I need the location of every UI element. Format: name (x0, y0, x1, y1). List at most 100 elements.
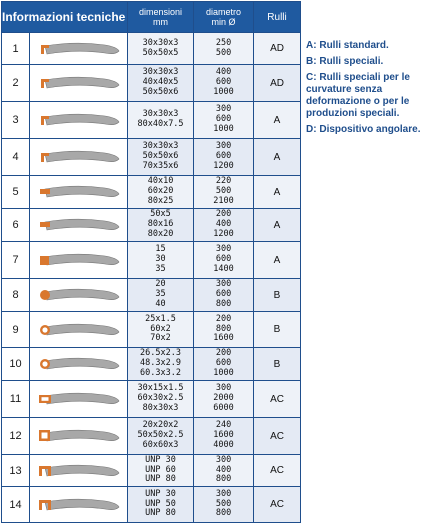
legend-item-b: B: Rulli speciali. (306, 56, 426, 68)
profile-image (28, 417, 129, 455)
header-rulli: Rulli (253, 1, 302, 33)
dimension-value: 26.5x2.3 (140, 348, 181, 359)
diameter-cell: 220 500 2100 (193, 175, 255, 209)
profile-image (28, 175, 129, 209)
diameter-value: 500 (215, 498, 232, 509)
diameter-value: 300 (215, 488, 232, 499)
row-number: 6 (1, 208, 30, 242)
profile-channel-icon (38, 464, 119, 476)
table-row: 5 40x10 60x20 80x25 220 500 2100 A (1, 175, 302, 209)
legend-text-c: Rulli speciali per le curvature senza de… (306, 72, 410, 119)
diameter-cell: 300 2000 6000 (193, 380, 255, 418)
dimension-value: 60.3x3.2 (140, 367, 181, 378)
technical-info-table: Informazioni tecniche dimensioni mm diam… (0, 1, 302, 523)
table-body: 1 30x30x3 50x50x5 250 500 AD 2 30x30x3 40x40x5… (1, 32, 302, 523)
legend-item-c: C: Rulli speciali per le curvature senza… (306, 72, 426, 120)
diameter-cell: 300 400 800 (193, 454, 255, 487)
dimension-value: 70x35x6 (142, 160, 179, 171)
diameter-cell: 200 600 1000 (193, 347, 255, 381)
diameter-value: 1200 (213, 160, 234, 171)
dimension-value: 20x20x2 (142, 420, 179, 431)
header-diametro-line-2: min Ø (211, 17, 236, 27)
diameter-value: 2000 (213, 393, 234, 404)
diameter-value: 300 (215, 454, 232, 465)
rollers-code: A (253, 138, 302, 176)
dimensions-cell: 30x30x3 50x50x6 70x35x6 (127, 138, 195, 176)
row-number: 2 (1, 64, 30, 102)
table-row: 12 20x20x2 50x50x2.5 60x60x3 240 1600 4000 AC (1, 417, 302, 455)
diameter-value: 800 (215, 474, 232, 485)
dimension-value: 60x20 (147, 186, 174, 197)
diameter-value: 300 (215, 104, 232, 115)
dimension-value: 50x50x6 (142, 151, 179, 162)
table-row: 1 30x30x3 50x50x5 250 500 AD (1, 32, 302, 65)
dimension-value: UNP 80 (145, 508, 176, 519)
dimension-value: 40 (155, 298, 166, 309)
diameter-value: 1600 (213, 333, 234, 344)
diameter-value: 250 (215, 37, 232, 48)
profile-angle-icon (40, 42, 119, 54)
rollers-code: AC (253, 417, 302, 455)
dimensions-cell: 15 30 35 (127, 241, 195, 279)
diameter-cell: 300 600 1000 (193, 101, 255, 139)
row-number: 10 (1, 347, 30, 381)
rollers-code: AD (253, 32, 302, 65)
row-number: 4 (1, 138, 30, 176)
dimension-value: 30x30x3 (142, 67, 179, 78)
rollers-code: B (253, 278, 302, 312)
diameter-value: 400 (215, 464, 232, 475)
dimension-value: 15 (155, 244, 166, 255)
row-number: 1 (1, 32, 30, 65)
table-row: 9 25x1.5 60x2 70x2 200 800 1600 B (1, 311, 302, 348)
profile-image (28, 138, 129, 176)
profile-image (28, 486, 129, 523)
diameter-value: 800 (215, 508, 232, 519)
table-row: 6 50x5 80x16 80x20 200 400 1200 A (1, 208, 302, 242)
header-title: Informazioni tecniche (0, 1, 129, 33)
profile-square-icon (39, 253, 119, 266)
diameter-value: 600 (215, 358, 232, 369)
dimension-value: 48.3x2.9 (140, 358, 181, 369)
dimension-value: 25x1.5 (145, 313, 176, 324)
diameter-value: 800 (215, 323, 232, 334)
table-row: 13 UNP 30 UNP 60 UNP 80 300 400 800 AC (1, 454, 302, 487)
dimension-value: 50x50x2.5 (137, 430, 184, 441)
rollers-code: A (253, 241, 302, 279)
rollers-code: AC (253, 486, 302, 523)
diameter-value: 1200 (213, 228, 234, 239)
diameter-value: 800 (215, 298, 232, 309)
diameter-value: 2100 (213, 195, 234, 206)
dimension-value: 80x25 (147, 195, 174, 206)
dimensions-cell: 50x5 80x16 80x20 (127, 208, 195, 242)
header-dimensioni: dimensioni mm (127, 1, 195, 33)
rollers-code: B (253, 347, 302, 381)
dimensions-cell: 40x10 60x20 80x25 (127, 175, 195, 209)
dimension-value: 30x30x3 (142, 141, 179, 152)
diameter-cell: 300 500 800 (193, 486, 255, 523)
profile-image (28, 380, 129, 418)
diameter-value: 400 (215, 219, 232, 230)
profile-channel-icon (38, 498, 119, 510)
profile-tube-icon (39, 357, 119, 370)
profile-square-tube-icon (38, 429, 119, 442)
profile-flatbar-icon (39, 185, 119, 198)
dimensions-cell: 20 35 40 (127, 278, 195, 312)
diameter-value: 1600 (213, 430, 234, 441)
profile-image (28, 311, 129, 348)
row-number: 7 (1, 241, 30, 279)
dimension-value: UNP 30 (145, 488, 176, 499)
diameter-value: 1000 (213, 367, 234, 378)
diameter-value: 500 (215, 186, 232, 197)
diameter-value: 1400 (213, 263, 234, 274)
row-number: 9 (1, 311, 30, 348)
dimensions-cell: 20x20x2 50x50x2.5 60x60x3 (127, 417, 195, 455)
diameter-value: 1000 (213, 86, 234, 97)
rollers-legend: A: Rulli standard. B: Rulli speciali. C:… (306, 40, 426, 140)
row-number: 5 (1, 175, 30, 209)
header-dimensioni-line-2: mm (153, 17, 169, 27)
profile-image (28, 278, 129, 312)
diameter-value: 4000 (213, 439, 234, 450)
dimension-value: 20 (155, 279, 166, 290)
dimension-value: 80x40x7.5 (137, 119, 184, 129)
